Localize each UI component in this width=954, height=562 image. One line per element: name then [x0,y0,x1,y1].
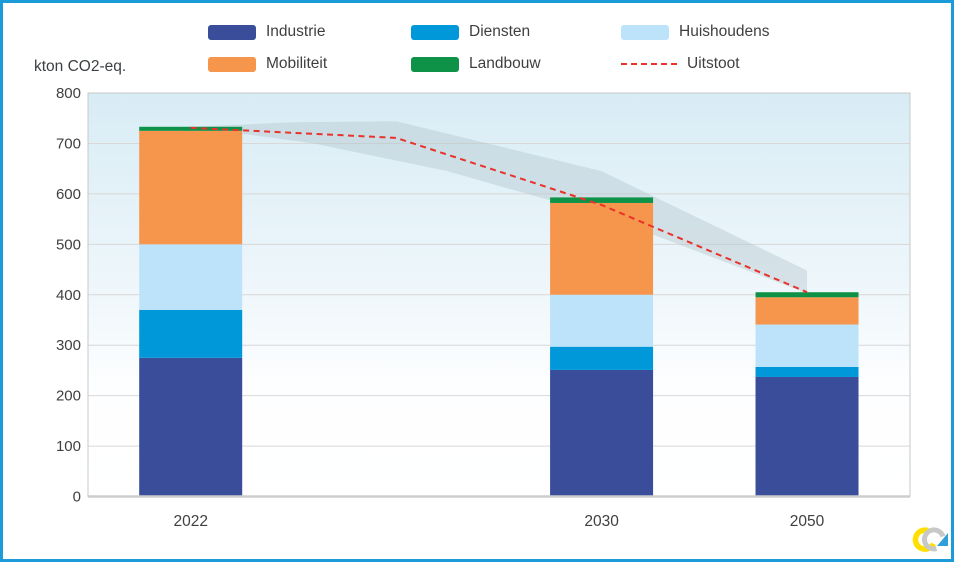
diensten-swatch-icon [411,24,459,40]
legend-label: Landbouw [469,55,541,72]
bar-segment-diensten-2022 [139,309,243,358]
bar-segment-landbouw-2030 [550,197,654,203]
legend-label: Diensten [469,23,531,40]
legend-item-uitstoot: Uitstoot [621,55,740,72]
vlaanderen-logo [912,527,948,552]
y-tick-label: 100 [56,438,81,455]
bar-segment-mobiliteit-2050 [755,297,859,325]
y-axis-title: kton CO2-eq. [34,58,127,75]
bar-segment-landbouw-2050 [755,292,859,298]
x-tick-label-2030: 2030 [584,513,619,530]
y-tick-label: 0 [73,489,81,506]
landbouw-swatch-icon [411,56,459,72]
bar-segment-huishoudens-2050 [755,324,859,367]
legend-label: Uitstoot [687,55,740,72]
legend-label: Industrie [266,23,326,40]
industrie-swatch-icon [208,24,256,40]
legend-item-landbouw: Landbouw [411,55,541,72]
uncertainty-band [190,121,808,294]
logo-gray-ribbon [921,527,946,552]
bar-segment-huishoudens-2022 [139,244,243,310]
legend-item-industrie: Industrie [208,23,326,40]
bar-segment-landbouw-2022 [139,126,243,131]
legend-item-huishoudens: Huishoudens [621,23,770,40]
bar-segment-mobiliteit-2022 [139,130,243,245]
y-tick-label: 700 [56,135,81,152]
y-tick-label: 500 [56,236,81,253]
bar-segment-industrie-2022 [139,357,243,497]
bar-segment-diensten-2050 [755,366,859,377]
bar-segment-mobiliteit-2030 [550,202,654,295]
x-tick-label-2022: 2022 [173,513,207,530]
bar-segment-industrie-2030 [550,369,654,497]
uitstoot-dashed-line-icon [621,63,677,65]
chart-plot: 0 100 200 300 400 500 600 700 800 2022 2030 2050 [56,85,911,530]
x-tick-label-2050: 2050 [790,513,825,530]
logo-blue-triangle [937,533,948,546]
mobiliteit-swatch-icon [208,56,256,72]
huishoudens-swatch-icon [621,24,669,40]
legend-item-diensten: Diensten [411,23,531,40]
y-tick-label: 400 [56,287,81,304]
bar-segment-industrie-2050 [755,376,859,497]
legend-label: Huishoudens [679,23,770,40]
y-tick-label: 600 [56,186,81,203]
y-tick-label: 200 [56,388,81,405]
bar-segment-diensten-2030 [550,346,654,370]
y-tick-label: 300 [56,337,81,354]
y-tick-label: 800 [56,85,81,102]
bar-segment-huishoudens-2030 [550,294,654,347]
legend-label: Mobiliteit [266,55,328,72]
legend-item-mobiliteit: Mobiliteit [208,55,328,72]
